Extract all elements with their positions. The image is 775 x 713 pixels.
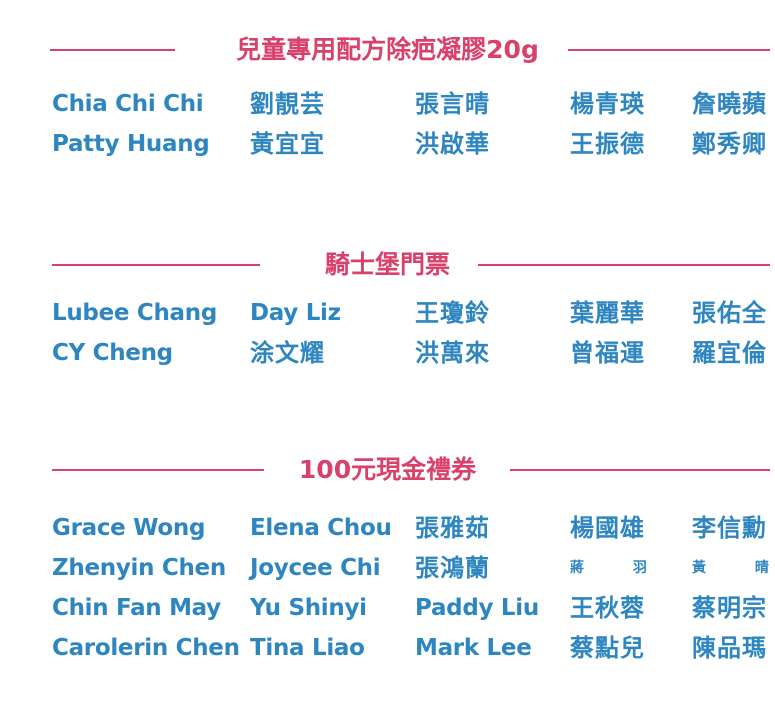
winner-name: 張鴻蘭 [415, 554, 490, 582]
section-2-rule-left [52, 264, 260, 266]
winner-name: 羅宜倫 [692, 339, 767, 367]
winner-name: 劉靚芸 [250, 90, 325, 118]
winner-name: CY Cheng [52, 340, 173, 366]
winner-name: Chia Chi Chi [52, 91, 204, 117]
winner-name: 張言晴 [415, 90, 490, 118]
winner-name: 洪啟華 [415, 130, 490, 158]
section-1-rule-left [50, 49, 175, 51]
section-1-heading-row: 兒童專用配方除疤凝膠20g [0, 30, 775, 70]
winner-name: Chin Fan May [52, 595, 221, 621]
winner-name: Tina Liao [250, 635, 365, 661]
winner-name: Elena Chou [250, 515, 392, 541]
section-2-rule-right [478, 264, 770, 266]
winner-name: 張雅茹 [415, 514, 490, 542]
winner-name: 楊國雄 [570, 514, 645, 542]
winner-name: 洪萬來 [415, 339, 490, 367]
section-1-rule-right [568, 49, 770, 51]
winner-name: 李信勳 [692, 514, 767, 542]
section-2-heading-row: 騎士堡門票 [0, 245, 775, 285]
winner-name: Zhenyin Chen [52, 555, 226, 581]
section-3-title: 100元現金禮券 [298, 455, 477, 484]
winner-name: Joycee Chi [250, 555, 381, 581]
winner-name: 蔡明宗 [692, 594, 767, 622]
winner-name: Yu Shinyi [250, 595, 367, 621]
winner-name: 楊青瑛 [570, 90, 645, 118]
section-1-title: 兒童專用配方除疤凝膠20g [236, 35, 539, 64]
section-3-heading-row: 100元現金禮券 [0, 450, 775, 490]
winner-name: 陳品瑪 [692, 634, 767, 662]
section-3-rule-right [510, 469, 770, 471]
winner-name: 黃宜宜 [250, 130, 325, 158]
section-2-title: 騎士堡門票 [324, 250, 450, 279]
winner-name: Day Liz [250, 300, 341, 326]
winner-name: 王瓊鈴 [415, 299, 490, 327]
winner-name: 鄭秀卿 [692, 130, 767, 158]
winner-name: 曾福運 [570, 339, 645, 367]
section-3-rule-left [52, 469, 264, 471]
winner-name: 張佑全 [692, 299, 767, 327]
winner-name: Grace Wong [52, 515, 206, 541]
winner-name: 詹曉蘋 [692, 90, 767, 118]
winner-name: 蔡點兒 [570, 634, 645, 662]
winner-name: Patty Huang [52, 131, 210, 157]
winner-name: Paddy Liu [415, 595, 539, 621]
winner-name: Mark Lee [415, 635, 532, 661]
winner-name: Carolerin Chen [52, 635, 240, 661]
winner-name: Lubee Chang [52, 300, 218, 326]
winner-name: 涂文耀 [250, 339, 325, 367]
winner-name: 王秋蓉 [570, 594, 645, 622]
winner-name: 葉麗華 [570, 299, 645, 327]
winner-name: 王振德 [570, 130, 645, 158]
winner-name: 黃 晴 [692, 560, 769, 576]
winner-name: 蔣 羽 [570, 560, 669, 576]
